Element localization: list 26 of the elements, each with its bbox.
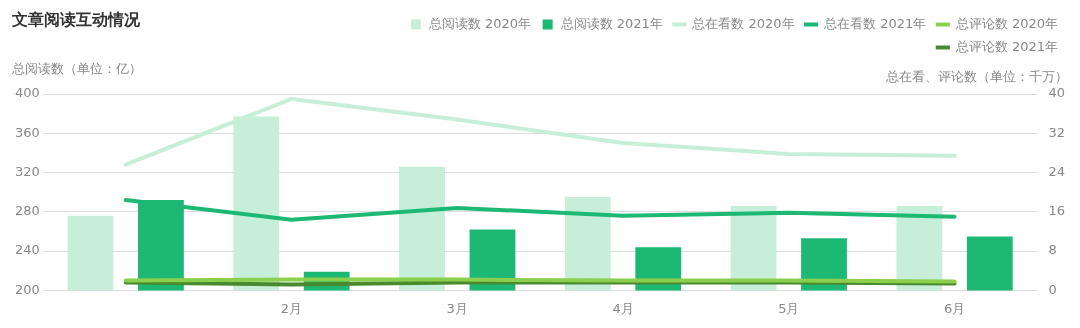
y-tick-label: 400 [14, 85, 40, 101]
legend-label: 总阅读数 2021年 [559, 15, 663, 31]
y2-tick-label: 0 [1048, 281, 1057, 297]
x-tick-label: 4月 [612, 300, 634, 316]
x-tick-label: 3月 [446, 300, 468, 316]
legend-label: 总在看数 2020年 [691, 15, 795, 31]
y-tick-label: 200 [14, 281, 40, 297]
y-axis-title: 总阅读数（单位：亿） [11, 60, 142, 76]
y-tick-label: 240 [14, 242, 40, 258]
y2-tick-label: 24 [1048, 163, 1065, 179]
y-tick-label: 280 [14, 203, 40, 219]
y2-tick-label: 16 [1048, 203, 1065, 219]
x-tick-label: 5月 [778, 300, 800, 316]
legend-label: 总在看数 2021年 [823, 15, 927, 31]
y2-tick-label: 40 [1048, 85, 1065, 101]
chart-title: 文章阅读互动情况 [12, 10, 140, 31]
x-tick-label: 6月 [943, 300, 966, 316]
y2-tick-label: 32 [1048, 124, 1065, 140]
x-tick-label: 2月 [280, 300, 303, 316]
legend-label: 总阅读数 2020年 [427, 15, 532, 31]
legend-label: 总评论数 2021年 [954, 38, 1058, 54]
y2-axis-title: 总在看、评论数（单位：千万） [885, 68, 1068, 84]
y2-tick-label: 8 [1048, 242, 1057, 258]
y-tick-label: 360 [14, 124, 40, 140]
y-tick-label: 320 [14, 163, 40, 179]
legend-label: 总评论数 2020年 [954, 15, 1058, 31]
